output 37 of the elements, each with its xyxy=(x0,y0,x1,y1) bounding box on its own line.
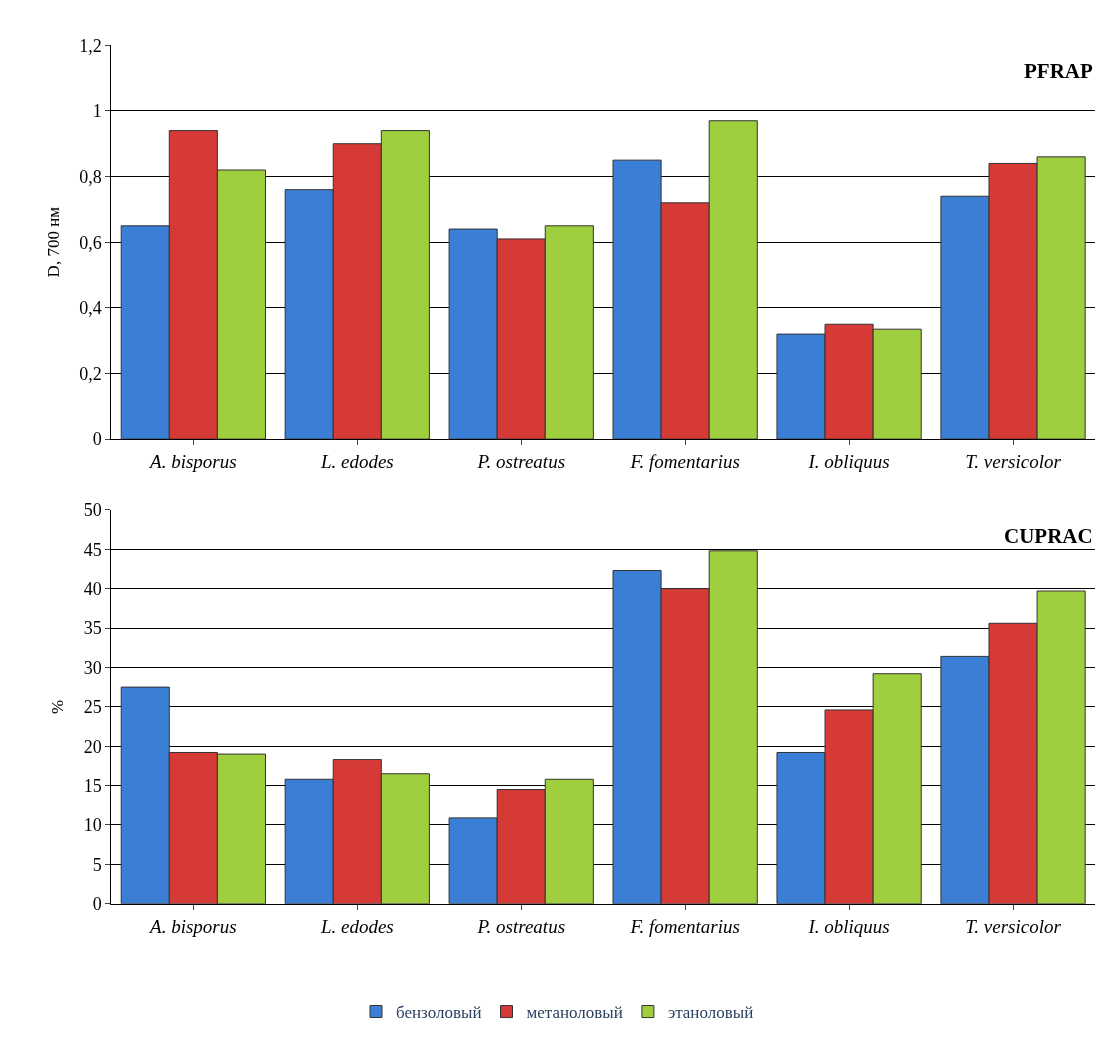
y-tick-label: 50 xyxy=(83,500,102,521)
y-tick-label: 45 xyxy=(83,539,102,560)
x-tick-label: P. ostreatus xyxy=(476,915,566,937)
y-tick-label: 35 xyxy=(83,618,102,639)
y-tick-label: 40 xyxy=(83,578,102,599)
x-tick-label: F. fomentarius xyxy=(629,915,740,937)
y-tick-label: 10 xyxy=(83,815,102,836)
y-tick-label: 0,8 xyxy=(79,166,102,187)
y-tick-label: 25 xyxy=(83,697,102,718)
x-tick-label: I. obliquus xyxy=(807,915,890,937)
y-tick-label: 15 xyxy=(83,775,102,796)
y-tick-label: 1,2 xyxy=(79,35,102,56)
y-tick-label: 0 xyxy=(92,429,102,450)
y-tick-label: 0,4 xyxy=(79,298,102,319)
x-tick-label: L. edodes xyxy=(319,450,394,472)
x-tick-label: T. versicolor xyxy=(965,450,1062,472)
legend-label: бензоловый xyxy=(396,1003,482,1023)
y-tick-label: 5 xyxy=(92,854,102,875)
x-tick-label: F. fomentarius xyxy=(629,450,740,472)
text: PFRAP xyxy=(1024,59,1093,83)
x-tick-label: T. versicolor xyxy=(965,915,1062,937)
y-axis-title: D, 700 нм xyxy=(43,206,63,278)
y-tick-label: 1 xyxy=(92,101,102,122)
x-tick-label: I. obliquus xyxy=(807,450,890,472)
y-tick-label: 0 xyxy=(92,894,102,915)
x-tick-label: A. bisporus xyxy=(148,915,237,937)
x-tick-label: A. bisporus xyxy=(148,450,237,472)
y-tick-label: 30 xyxy=(83,657,102,678)
y-tick-label: 20 xyxy=(83,736,102,757)
x-tick-label: P. ostreatus xyxy=(476,450,566,472)
legend-label: метаноловый xyxy=(526,1003,623,1023)
text: CUPRAC xyxy=(1004,524,1093,548)
y-tick-label: 0,6 xyxy=(79,232,102,253)
legend-label: этаноловый xyxy=(667,1003,754,1023)
y-tick-label: 0,2 xyxy=(79,363,102,384)
y-axis-title: % xyxy=(48,699,68,714)
x-tick-label: L. edodes xyxy=(319,915,394,937)
